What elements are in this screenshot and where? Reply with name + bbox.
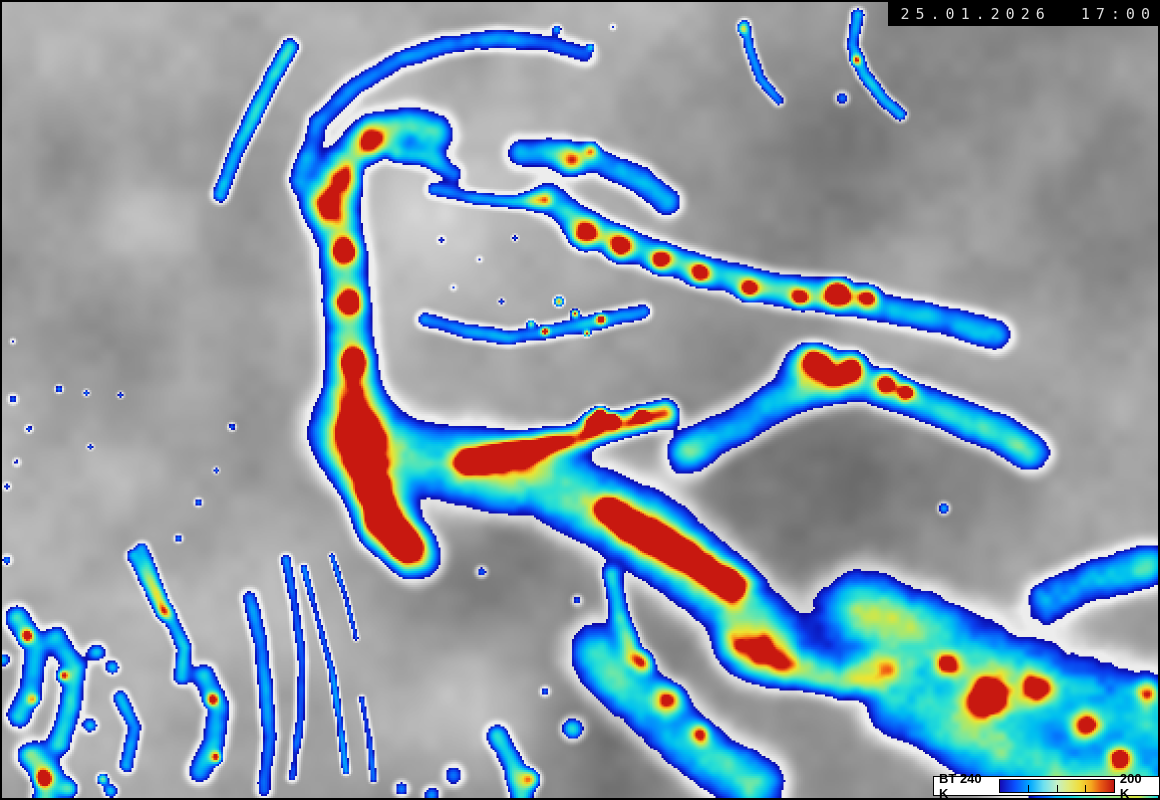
colorbar-tick (1056, 785, 1058, 792)
colorbar-left-label: BT 240 K (939, 771, 982, 800)
colorbar-tick (1028, 785, 1030, 792)
colorbar-gradient (998, 779, 1115, 793)
colorbar-legend: BT 240 K 200 K (933, 771, 1160, 800)
colorbar-right-label: 200 K (1119, 771, 1142, 800)
timestamp-overlay: 25.01.2026 17:00 (888, 2, 1158, 26)
colorbar-tick (1085, 785, 1087, 792)
